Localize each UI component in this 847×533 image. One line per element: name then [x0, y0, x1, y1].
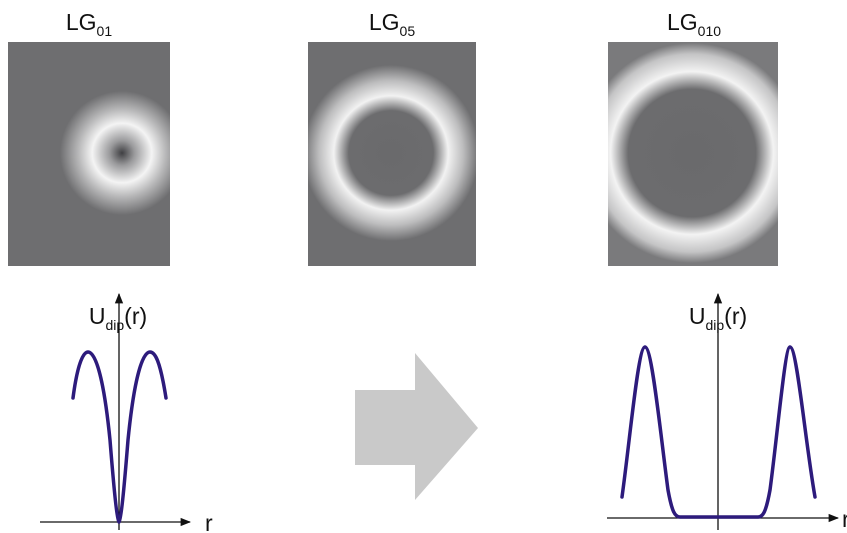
panel-title: LG01: [66, 9, 112, 39]
beam-image: [308, 42, 476, 266]
label: LG: [369, 9, 400, 35]
panel-title: LG05: [369, 9, 415, 39]
symbol: U: [689, 303, 706, 329]
x-label: r: [842, 506, 847, 532]
suffix: (r): [724, 303, 747, 329]
subscript: dip: [105, 317, 124, 333]
x-label: r: [205, 510, 213, 533]
symbol: U: [89, 303, 106, 329]
beam-image: [608, 42, 778, 266]
label: LG: [667, 9, 698, 35]
label: LG: [66, 9, 97, 35]
potential-curve: [620, 345, 817, 519]
y-label: Udip(r): [89, 303, 147, 333]
suffix: (r): [124, 303, 147, 329]
subscript: 05: [400, 23, 416, 39]
subscript: dip: [705, 317, 724, 333]
potential-curve: [71, 350, 168, 524]
y-label: Udip(r): [689, 303, 747, 333]
panel-title: LG010: [667, 9, 721, 39]
subscript: 010: [698, 23, 722, 39]
subscript: 01: [97, 23, 113, 39]
beam-image: [8, 42, 170, 266]
transition-arrow: [355, 353, 478, 500]
